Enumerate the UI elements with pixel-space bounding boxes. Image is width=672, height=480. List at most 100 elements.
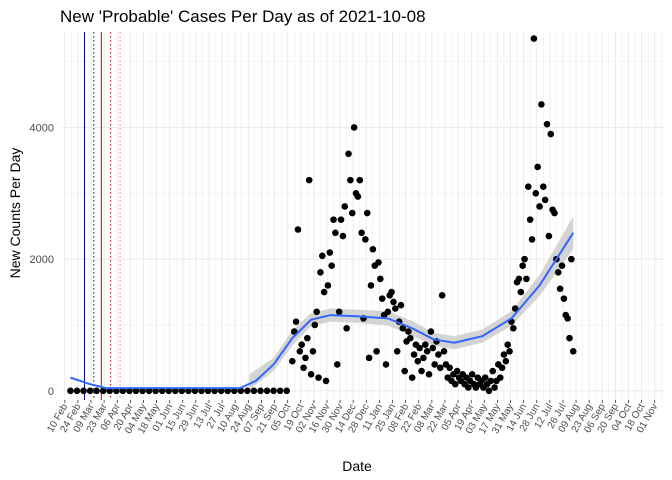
data-point [250,387,258,395]
data-point [421,341,429,349]
data-point [515,275,523,283]
data-point [93,387,100,395]
data-point [524,183,532,191]
data-point [523,275,530,283]
data-point [500,351,508,358]
data-point [558,262,566,270]
data-point [292,318,300,325]
data-point [489,367,497,375]
data-point [330,216,337,223]
data-point [311,321,319,329]
data-point [487,377,495,385]
data-point [304,334,311,342]
data-point [290,328,298,335]
data-point [348,209,356,217]
data-point [408,374,416,381]
data-point [405,328,412,335]
data-point [307,371,315,378]
data-point [451,380,459,388]
data-point [397,301,405,309]
data-point [296,347,304,355]
data-point [554,268,562,276]
smooth-line [70,232,575,390]
data-point [446,364,453,372]
data-point [343,324,350,332]
data-point [435,351,442,358]
data-point [365,354,373,362]
data-point [324,282,332,289]
data-point [363,209,371,217]
data-point [67,387,74,395]
data-point [407,334,414,342]
data-point [436,364,444,372]
data-point [322,377,330,385]
data-point [313,308,320,316]
data-point [510,324,517,332]
data-point [337,216,345,223]
data-point [300,364,307,372]
data-point [498,364,506,372]
y-tick-label: 4000 [30,122,54,134]
data-point [485,387,493,395]
data-point [393,347,401,355]
data-point [526,216,534,223]
y-tick-label: 0 [48,386,54,398]
data-point [532,189,540,197]
data-point [320,288,328,296]
data-point [534,163,541,171]
data-point [350,124,358,131]
data-point [356,176,364,184]
data-point [373,347,380,355]
data-point [315,374,322,381]
data-point [328,262,335,270]
data-point [536,203,543,210]
smooth-trend-line [70,232,575,390]
data-point [425,371,433,378]
data-point [502,357,510,365]
data-point [263,387,271,395]
data-point [468,371,476,378]
data-point [358,229,365,237]
data-point [453,367,461,375]
data-point [326,249,334,256]
data-point [294,226,302,233]
data-point [511,305,519,312]
data-point [547,130,555,138]
data-point [298,341,306,349]
data-point [302,354,309,362]
data-point [73,387,81,395]
data-points [67,35,577,395]
data-point [333,361,341,368]
data-point [305,176,313,184]
data-point [414,357,422,365]
data-point [345,150,352,158]
data-point [335,308,343,316]
gridlines [62,32,665,400]
data-point [244,387,251,395]
data-point [309,347,317,355]
data-point [541,196,549,204]
data-point [429,344,437,352]
data-point [560,295,568,302]
data-point [382,361,390,368]
data-point [543,120,551,128]
y-tick-label: 2000 [30,254,54,266]
data-point [427,328,435,335]
data-point [420,354,427,362]
data-point [545,232,553,240]
data-point [440,347,448,355]
data-point [569,347,577,355]
data-point [539,183,547,191]
data-point [289,357,296,365]
data-point [401,367,408,375]
data-point [99,387,107,395]
data-point [423,347,431,355]
data-point [465,384,472,391]
data-point [418,367,425,375]
data-point [270,387,277,395]
data-point [283,387,291,395]
data-point [86,387,94,395]
chart-title: New 'Probable' Cases Per Day as of 2021-… [60,7,426,26]
